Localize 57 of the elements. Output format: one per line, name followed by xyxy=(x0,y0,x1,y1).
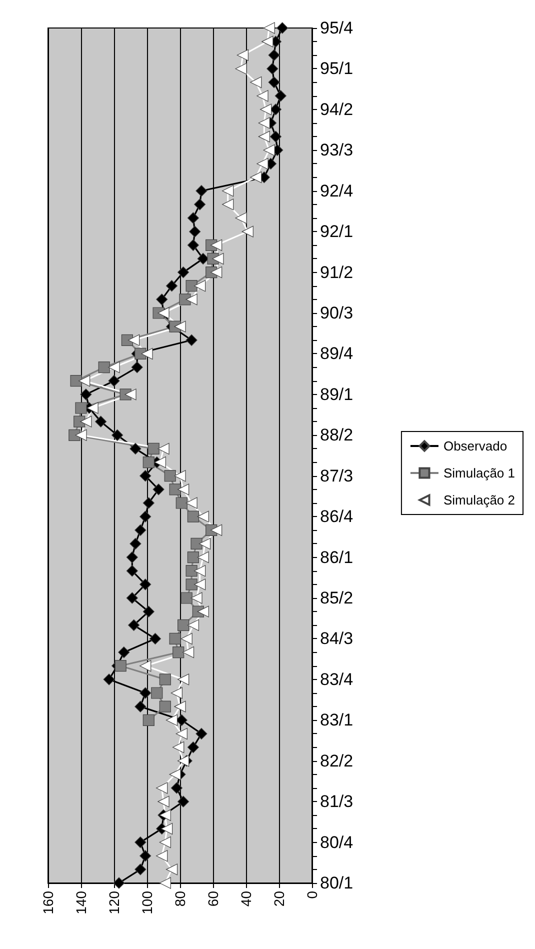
legend-label: Simulação 1 xyxy=(443,466,516,480)
y-tick-label: 93/3 xyxy=(320,140,354,160)
point xyxy=(190,538,202,550)
point xyxy=(151,687,163,699)
y-tick-label: 81/3 xyxy=(320,792,354,812)
point xyxy=(186,565,198,577)
y-tick-label: 84/3 xyxy=(320,629,354,648)
point xyxy=(178,619,190,631)
point xyxy=(186,280,198,292)
y-tick-label: 80/4 xyxy=(320,832,354,852)
point xyxy=(142,456,154,468)
y-tick-label: 95/4 xyxy=(320,18,354,38)
x-tick-label: 160 xyxy=(40,890,56,914)
x-tick-label: 20 xyxy=(271,890,287,907)
y-tick-label: 83/4 xyxy=(320,670,354,689)
y-tick-label: 92/4 xyxy=(320,181,354,200)
y-tick-label: 89/1 xyxy=(320,384,354,404)
x-tick-label: 100 xyxy=(139,890,155,914)
point xyxy=(187,551,199,564)
point xyxy=(180,592,192,604)
legend-label: Observado xyxy=(443,438,508,454)
legend-label: Simulação 2 xyxy=(443,492,516,508)
point xyxy=(159,700,171,712)
y-tick-label: 90/3 xyxy=(320,304,354,322)
point xyxy=(142,714,154,726)
point xyxy=(169,632,181,645)
x-tick-label: 40 xyxy=(238,890,254,907)
y-tick-label: 94/2 xyxy=(320,100,354,119)
point xyxy=(70,375,82,387)
point xyxy=(114,660,126,672)
x-tick-label: 0 xyxy=(304,890,320,899)
point xyxy=(75,402,87,414)
point xyxy=(187,510,199,522)
x-tick-label: 60 xyxy=(205,890,221,907)
point xyxy=(172,646,184,658)
y-tick-label: 87/3 xyxy=(320,466,354,486)
y-tick-label: 83/1 xyxy=(320,710,354,730)
x-tick-label: 80 xyxy=(172,890,188,907)
point xyxy=(148,442,160,455)
y-tick-label: 85/2 xyxy=(320,588,354,608)
y-tick-label: 80/1 xyxy=(320,874,354,892)
y-tick-label: 95/1 xyxy=(320,59,354,78)
y-tick-label: 88/2 xyxy=(320,426,354,445)
point xyxy=(159,674,171,686)
x-tick-label: 120 xyxy=(106,890,122,914)
point xyxy=(176,497,188,509)
point xyxy=(98,361,110,374)
y-tick-label: 91/2 xyxy=(320,262,354,282)
point xyxy=(186,578,198,590)
point xyxy=(164,470,176,482)
y-tick-label: 86/4 xyxy=(320,507,354,526)
point xyxy=(169,484,181,496)
y-tick-label: 86/1 xyxy=(320,548,354,567)
x-tick-label: 140 xyxy=(73,890,89,914)
y-tick-label: 89/4 xyxy=(320,344,354,364)
y-tick-label: 82/2 xyxy=(320,751,354,770)
y-tick-label: 92/1 xyxy=(320,222,354,242)
